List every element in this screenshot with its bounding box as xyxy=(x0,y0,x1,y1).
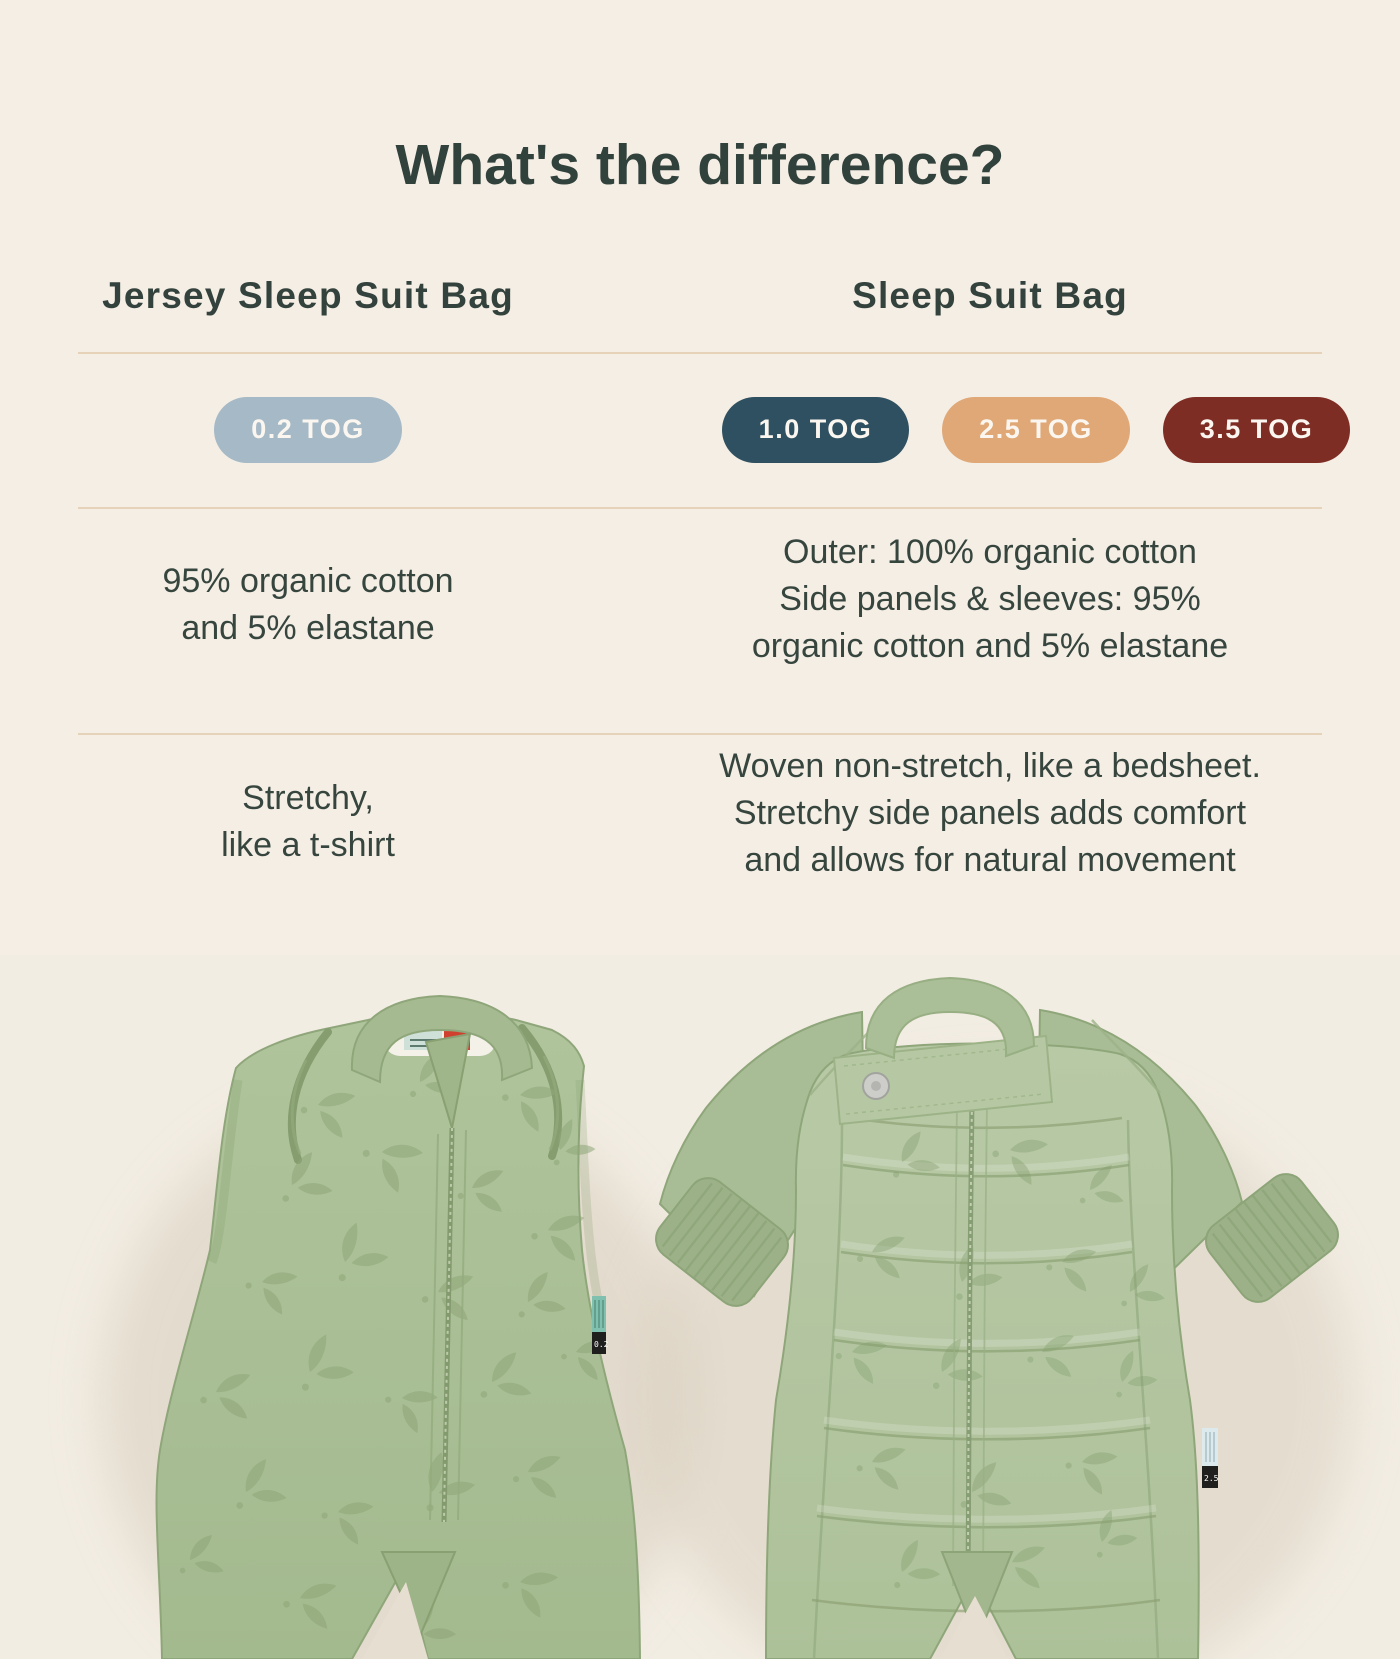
divider xyxy=(78,507,1322,509)
fabric-sleep-suit-line-1: Outer: 100% organic cotton xyxy=(783,532,1197,571)
side-tag: 0.2 xyxy=(592,1296,609,1354)
fabric-sleep-suit-line-3: organic cotton and 5% elastane xyxy=(751,626,1229,665)
product-photo-canvas: 0.2 xyxy=(100,976,1355,1659)
crotch-flap xyxy=(940,1551,1014,1643)
snap-flap xyxy=(832,1034,1054,1126)
stretch-sleep-suit-line-1: Woven non-stretch, like a bedsheet. xyxy=(719,746,1261,785)
tog-badge-group: 1.0 TOG 2.5 TOG 3.5 TOG xyxy=(721,396,1351,463)
side-tag-tog: 0.2 xyxy=(594,1340,609,1349)
tog-badge-3.5: 3.5 TOG xyxy=(1162,396,1351,463)
sleep-suit-bag-photo: 2.5 xyxy=(655,976,1339,1659)
zipper-flap xyxy=(424,1032,472,1129)
column-header-jersey-sleep-suit-bag: Jersey Sleep Suit Bag xyxy=(102,275,514,316)
stretch-sleep-suit-line-3: and allows for natural movement xyxy=(744,840,1236,879)
tog-badge-row: 0.2 TOG 1.0 TOG 2.5 TOG 3.5 TOG xyxy=(0,352,1400,507)
stretch-jersey-line-2: like a t-shirt xyxy=(221,826,395,864)
side-tag-tog: 2.5 xyxy=(1204,1474,1219,1483)
collar xyxy=(864,976,1036,1060)
jersey-sleep-suit-bag-photo: 0.2 xyxy=(155,994,642,1659)
right-cuff xyxy=(1205,1173,1339,1303)
column-header-sleep-suit-bag: Sleep Suit Bag xyxy=(852,275,1128,316)
tog-badge-1.0: 1.0 TOG xyxy=(721,396,910,463)
product-photos: 0.2 xyxy=(0,955,1400,1659)
tog-badge-2.5: 2.5 TOG xyxy=(942,396,1130,463)
fabric-row: 95% organic cotton and 5% elastane Outer… xyxy=(0,507,1400,733)
fabric-sleep-suit-line-2: Side panels & sleeves: 95% xyxy=(779,579,1201,618)
tog-badge-0.2: 0.2 TOG xyxy=(214,396,402,463)
page-title: What's the difference? xyxy=(395,133,1005,198)
fabric-jersey-line-2: and 5% elastane xyxy=(181,609,435,647)
fabric-jersey-line-1: 95% organic cotton xyxy=(162,562,454,600)
stretch-row: Stretchy, like a t-shirt Woven non-stret… xyxy=(0,733,1400,955)
collar xyxy=(350,994,534,1084)
stretch-jersey-line-1: Stretchy, xyxy=(242,779,374,817)
column-header-row: Jersey Sleep Suit Bag Sleep Suit Bag xyxy=(0,240,1400,352)
left-cuff xyxy=(655,1177,789,1307)
divider xyxy=(78,733,1322,735)
side-tag: 2.5 xyxy=(1202,1428,1219,1488)
stretch-sleep-suit-line-2: Stretchy side panels adds comfort xyxy=(733,793,1247,832)
divider xyxy=(78,352,1322,354)
